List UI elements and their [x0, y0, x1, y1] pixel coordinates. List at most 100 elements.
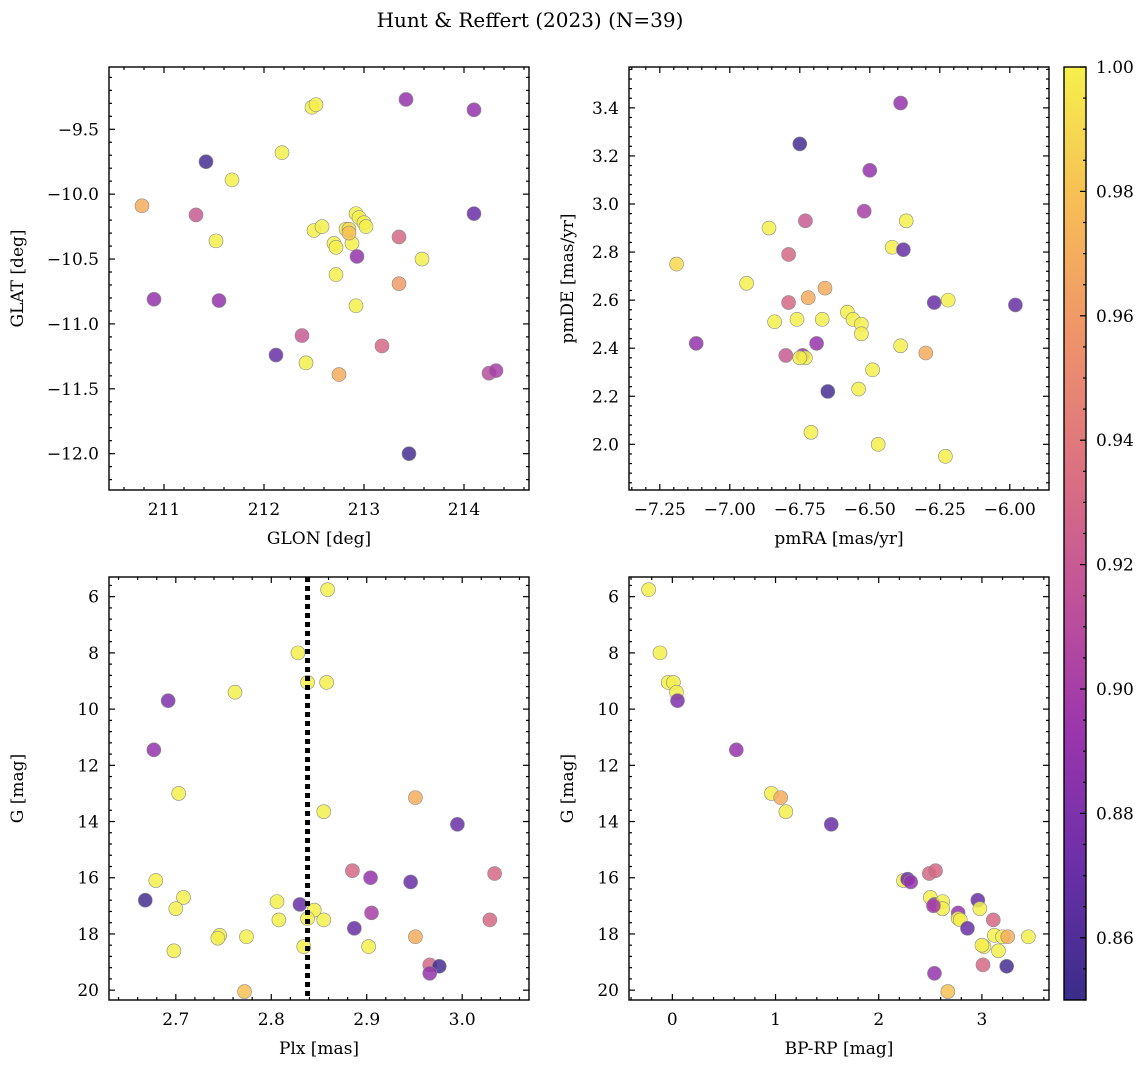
scatter-point	[347, 921, 362, 936]
scatter-point	[926, 898, 941, 914]
scatter-point	[960, 921, 975, 936]
colorbar-tick-label: 0.92	[1096, 556, 1134, 576]
scatter-point	[817, 280, 833, 296]
scatter-point	[188, 207, 204, 223]
scatter-point	[781, 295, 796, 310]
y-tick-label: 2.2	[592, 387, 619, 407]
x-axis-label: pmRA [mas/yr]	[774, 529, 903, 549]
y-tick-label: 2.8	[592, 243, 619, 263]
points-bprp-g	[641, 582, 1036, 999]
scatter-point	[237, 984, 252, 999]
scatter-point	[210, 930, 226, 946]
scatter-point	[792, 136, 808, 152]
scatter-point	[739, 276, 754, 291]
scatter-point	[391, 276, 407, 291]
scatter-point	[227, 684, 243, 700]
scatter-point	[926, 295, 942, 310]
scatter-point	[803, 425, 819, 440]
y-tick-label: 18	[77, 925, 99, 945]
scatter-point	[211, 293, 227, 308]
scatter-point	[349, 249, 365, 264]
scatter-point	[823, 817, 839, 832]
y-axis-label: pmDE [mas/yr]	[558, 213, 578, 343]
scatter-point	[896, 242, 911, 257]
scatter-point	[319, 675, 334, 690]
y-tick-label: 6	[608, 588, 619, 608]
scatter-point	[928, 863, 943, 879]
scatter-point	[466, 102, 482, 118]
scatter-point	[308, 97, 324, 112]
scatter-point	[134, 198, 150, 214]
scatter-point	[999, 958, 1014, 974]
scatter-point	[168, 901, 184, 916]
scatter-point	[328, 240, 344, 255]
scatter-point	[374, 338, 390, 354]
scatter-point	[146, 291, 162, 307]
y-tick-label: 8	[608, 644, 619, 664]
scatter-point	[792, 350, 808, 366]
y-axis-label: G [mag]	[558, 754, 578, 823]
scatter-point	[268, 347, 284, 363]
scatter-point	[893, 95, 908, 111]
scatter-point	[271, 912, 287, 928]
scatter-point	[652, 645, 668, 661]
points-plx-g	[137, 582, 502, 999]
colorbar-gradient	[1063, 66, 1087, 1001]
scatter-point	[778, 348, 794, 363]
y-tick-label: 18	[597, 925, 619, 945]
colorbar-tick-label: 0.94	[1096, 431, 1134, 451]
colorbar-tick-label: 1.00	[1096, 58, 1134, 78]
scatter-point	[798, 213, 813, 229]
scatter-point	[401, 446, 417, 461]
y-tick-label: 20	[77, 981, 99, 1001]
y-tick-label: 14	[77, 813, 99, 833]
scatter-point	[422, 965, 438, 981]
panel-glon-glat: 211 212 213 214 −12.0 −11.5 −11.0 −10.5 −10.0 −9.…	[8, 66, 530, 549]
scatter-point	[363, 870, 378, 886]
scatter-point	[146, 742, 162, 758]
x-tick-label: −6.50	[844, 500, 896, 520]
x-tick-label: −7.25	[634, 500, 686, 520]
scatter-point	[809, 336, 824, 351]
scatter-point	[781, 247, 796, 262]
scatter-point	[761, 220, 777, 236]
x-axis-label: GLON [deg]	[267, 529, 371, 549]
scatter-point	[870, 437, 886, 452]
scatter-point	[854, 326, 869, 342]
scatter-point	[403, 874, 418, 890]
colorbar: 0.86 0.88 0.90 0.92 0.94 0.96 0.98 1.00	[1063, 58, 1134, 1001]
x-tick-label: 211	[148, 500, 180, 520]
scatter-point	[729, 742, 744, 758]
scatter-point	[345, 863, 360, 879]
panel-plx-g: 2.7 2.8 2.9 3.0 6 8 10 12 14 16 18 20 Plx [mas] G [ma…	[8, 576, 530, 1059]
scatter-point	[274, 145, 290, 160]
x-tick-label: 1	[770, 1010, 781, 1030]
scatter-point	[361, 939, 376, 954]
scatter-point	[137, 892, 153, 908]
colorbar-tick-label: 0.96	[1096, 307, 1134, 327]
scatter-point	[814, 312, 830, 327]
points-pmra-pmde	[669, 95, 1023, 464]
x-tick-label: −6.25	[914, 500, 966, 520]
y-tick-label: 10	[597, 700, 619, 720]
y-tick-label: −10.0	[47, 185, 99, 205]
x-axis-label: Plx [mas]	[279, 1039, 359, 1059]
x-tick-label: 212	[248, 500, 280, 520]
y-tick-label: 2.6	[592, 291, 619, 311]
scatter-point	[320, 582, 335, 597]
scatter-point	[488, 363, 504, 378]
x-tick-label: 2.9	[353, 1010, 380, 1030]
scatter-point	[985, 912, 1001, 928]
scatter-point	[398, 92, 414, 107]
axes-frame	[108, 576, 530, 1001]
scatter-point	[314, 219, 330, 234]
y-tick-label: 3.0	[592, 195, 619, 215]
axes-frame	[628, 66, 1050, 491]
scatter-point	[328, 267, 344, 282]
scatter-point	[358, 219, 374, 234]
y-tick-label: 8	[88, 644, 99, 664]
scatter-point	[918, 345, 934, 361]
scatter-point	[927, 965, 942, 981]
scatter-point	[298, 355, 314, 371]
